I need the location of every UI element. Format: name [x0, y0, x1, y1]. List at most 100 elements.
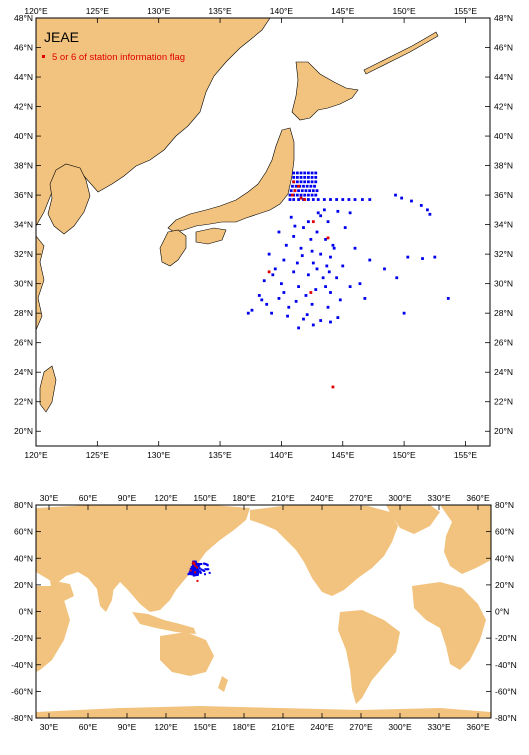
station-point	[295, 175, 299, 179]
regional-lat-label-left: 42°N	[14, 102, 33, 112]
station-point	[297, 326, 300, 330]
regional-lon-label-top: 145°E	[331, 6, 355, 16]
global-station-point	[204, 568, 207, 571]
station-point	[329, 320, 332, 324]
global-lat-label-left: -40°N	[11, 660, 33, 670]
global-lat-label-left: 80°N	[14, 500, 33, 510]
station-point	[246, 311, 250, 315]
global-lon-label-top: 60°E	[79, 493, 98, 503]
station-point	[302, 226, 305, 229]
station-point	[288, 193, 292, 197]
station-point	[327, 270, 331, 274]
global-lon-label-bottom: 360°E	[466, 722, 490, 732]
station-point	[289, 215, 293, 219]
global-lat-label-right: -60°N	[495, 686, 517, 696]
station-point	[315, 230, 319, 234]
regional-lon-label-top: 125°E	[86, 6, 110, 16]
global-station-point	[192, 569, 195, 572]
regional-lat-label-left: 48°N	[14, 13, 33, 23]
global-station-point	[195, 564, 198, 567]
global-station-point	[199, 570, 202, 573]
regional-lon-label-bottom: 155°E	[454, 450, 478, 460]
regional-lat-label-left: 20°N	[14, 426, 33, 436]
regional-lon-label-bottom: 120°E	[24, 450, 48, 460]
regional-lat-label-left: 22°N	[14, 397, 33, 407]
station-point	[280, 282, 283, 286]
station-point	[282, 291, 286, 294]
global-station-point	[206, 564, 209, 567]
global-lat-label-left: 20°N	[14, 580, 33, 590]
station-point	[289, 189, 293, 193]
regional-lat-label-right: 32°N	[494, 249, 513, 259]
station-point	[406, 255, 410, 259]
station-point	[353, 198, 357, 201]
station-point	[313, 184, 316, 188]
flagged-station-point	[311, 220, 315, 224]
global-station-point	[191, 571, 194, 574]
station-point	[307, 220, 310, 224]
regional-lon-label-bottom: 135°E	[208, 450, 232, 460]
regional-lat-label-left: 26°N	[14, 338, 33, 348]
global-flagged-station-point	[194, 564, 197, 567]
regional-lon-label-top: 130°E	[147, 6, 171, 16]
global-station-point	[205, 568, 208, 571]
global-map: 30°E 30°E 60°E 60°E 90°E 90°E 120°E 120°E 150°E 1…	[11, 493, 517, 732]
station-point	[321, 276, 325, 280]
station-point	[271, 273, 275, 277]
station-point	[303, 171, 307, 175]
regional-lat-label-left: 44°N	[14, 72, 33, 82]
flagged-station-point	[303, 198, 307, 201]
station-point	[314, 180, 318, 184]
global-station-point	[201, 569, 204, 572]
regional-lat-label-right: 22°N	[494, 397, 513, 407]
station-point	[341, 198, 345, 201]
station-point	[341, 264, 345, 268]
global-lon-label-bottom: 270°E	[349, 722, 373, 732]
global-station-point	[194, 566, 197, 569]
regional-lat-label-left: 30°N	[14, 279, 33, 289]
station-point	[410, 199, 413, 203]
station-point	[262, 279, 266, 283]
global-lon-label-bottom: 150°E	[193, 722, 217, 732]
station-point	[338, 298, 342, 302]
global-station-point	[191, 567, 194, 570]
global-station-point	[192, 574, 195, 577]
landmass-taiwan	[39, 365, 57, 413]
global-lon-label-bottom: 210°E	[271, 722, 295, 732]
regional-lon-label-top: 155°E	[454, 6, 478, 16]
station-point	[360, 198, 364, 201]
global-station-point	[195, 572, 198, 575]
global-lat-label-right: -20°N	[495, 633, 517, 643]
flagged-station-point	[292, 180, 296, 184]
regional-lat-label-right: 44°N	[494, 72, 513, 82]
station-point	[325, 264, 329, 268]
global-lon-label-top: 330°E	[427, 493, 451, 503]
global-lon-label-bottom: 60°E	[79, 722, 98, 732]
station-point	[277, 297, 281, 300]
regional-lat-label-right: 38°N	[494, 161, 513, 171]
global-lat-label-left: -20°N	[11, 633, 33, 643]
station-point	[284, 243, 288, 247]
global-lat-label-left: 60°N	[14, 527, 33, 537]
station-point	[368, 198, 372, 201]
station-point	[302, 317, 305, 321]
station-point	[302, 184, 305, 188]
global-station-point	[199, 571, 202, 574]
legend-flag-label: 5 or 6 of station information flag	[52, 52, 185, 63]
station-point	[297, 198, 300, 201]
regional-lat-label-right: 26°N	[494, 338, 513, 348]
station-point	[315, 189, 319, 193]
regional-map-frame	[35, 17, 491, 447]
station-point	[310, 180, 314, 184]
global-station-point	[192, 565, 195, 568]
global-lon-label-bottom: 180°E	[232, 722, 256, 732]
landmass-indonesia	[132, 612, 196, 634]
regional-lat-label-left: 36°N	[14, 190, 33, 200]
station-point	[315, 267, 319, 271]
station-point	[316, 198, 320, 201]
station-point	[326, 305, 330, 309]
regional-lat-label-left: 34°N	[14, 220, 33, 230]
station-point	[314, 175, 318, 179]
station-point	[311, 323, 315, 327]
station-point	[307, 180, 310, 184]
